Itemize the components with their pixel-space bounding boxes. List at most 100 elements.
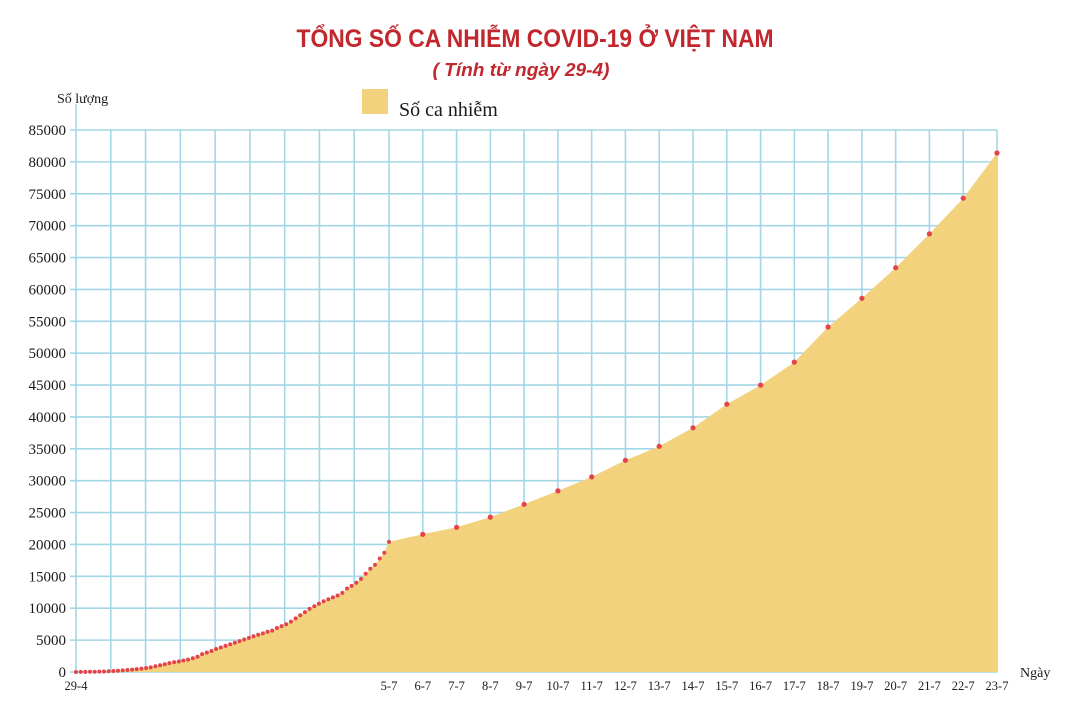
data-point [622,457,629,463]
y-tick-label: 40000 [29,410,67,426]
y-tick-label: 15000 [29,569,67,585]
data-point [172,660,177,665]
data-point [200,652,205,657]
data-point [186,657,191,662]
x-tick-label: 21-7 [918,679,941,693]
y-tick-label: 5000 [36,633,66,649]
y-tick-label: 60000 [29,282,67,298]
x-tick-label: 9-7 [516,679,533,693]
data-point [330,595,335,600]
data-point [521,501,527,507]
data-point [190,656,195,661]
data-point [111,669,116,673]
data-point [960,195,966,201]
data-point [116,668,120,673]
data-point [791,359,797,365]
data-point [83,669,88,674]
x-tick-label: 17-7 [783,679,806,693]
data-point [288,619,293,624]
y-tick-label: 70000 [29,219,67,235]
x-tick-label: 5-7 [381,679,398,693]
data-point [246,635,251,640]
data-point [232,640,237,645]
data-point [859,295,865,301]
data-point [78,669,83,674]
legend: Số ca nhiễm [362,89,498,121]
data-point [368,566,373,571]
data-point [345,586,349,591]
data-point [102,669,106,674]
x-tick-label: 29-4 [65,679,89,693]
data-point [994,150,1000,156]
y-tick-label: 45000 [29,378,67,394]
y-tick-label: 85000 [29,123,67,139]
y-axis-label: Số lượng [57,92,108,107]
data-point [134,667,139,672]
data-point [279,624,284,629]
data-point [359,576,363,581]
data-point [92,669,97,674]
data-point [363,571,368,576]
y-tick-label: 50000 [29,346,67,362]
data-point [656,443,662,449]
data-point [825,324,831,330]
data-point [209,649,214,653]
data-point [162,662,167,667]
x-tick-label: 15-7 [715,679,738,693]
data-point [893,265,899,271]
data-point [228,642,233,647]
data-point [926,231,933,237]
data-point [74,670,78,674]
data-point [377,556,382,561]
data-point [144,666,149,670]
y-axis-ticks: 0 5000 10000 15000 20000 25000 30000 35000 40000… [29,123,67,681]
data-point [181,658,186,663]
y-tick-label: 25000 [29,506,67,522]
data-point [120,668,125,673]
x-tick-label: 7-7 [448,679,465,693]
x-tick-label: 10-7 [546,679,569,693]
y-tick-label: 80000 [29,155,67,171]
data-point [690,425,696,431]
area-layer [76,153,997,672]
x-tick-label: 20-7 [884,679,907,693]
data-point [237,639,242,644]
x-tick-label: 14-7 [682,679,705,693]
data-point [148,665,153,670]
data-point [487,514,493,520]
data-point [354,580,359,585]
data-point [251,634,256,639]
data-point [307,606,312,611]
data-point [260,631,265,636]
data-point [758,382,764,388]
x-tick-label: 18-7 [817,679,840,693]
x-tick-label: 23-7 [986,679,1009,693]
x-tick-label: 13-7 [648,679,671,693]
data-point [195,654,200,659]
x-tick-label: 6-7 [414,679,431,693]
data-point [589,474,595,480]
data-point [256,632,261,637]
data-point [88,669,92,674]
y-tick-label: 65000 [29,251,67,267]
data-point [284,622,289,627]
x-tick-label: 11-7 [580,679,602,693]
data-point [242,637,247,642]
x-tick-label: 22-7 [952,679,975,693]
data-point [312,604,317,609]
legend-swatch [362,89,388,114]
data-point [130,667,135,672]
x-tick-label: 19-7 [850,679,873,693]
data-point [316,601,321,606]
data-point [270,628,275,633]
data-point [139,666,144,671]
data-point [420,531,426,537]
legend-label: Số ca nhiễm [399,99,498,121]
y-tick-label: 55000 [29,314,67,330]
x-tick-label: 12-7 [614,679,637,693]
chart-subtitle: ( Tính từ ngày 29-4) [433,60,610,80]
data-point [265,629,270,634]
data-point [153,664,158,669]
data-point [340,590,345,595]
data-point [293,616,298,621]
